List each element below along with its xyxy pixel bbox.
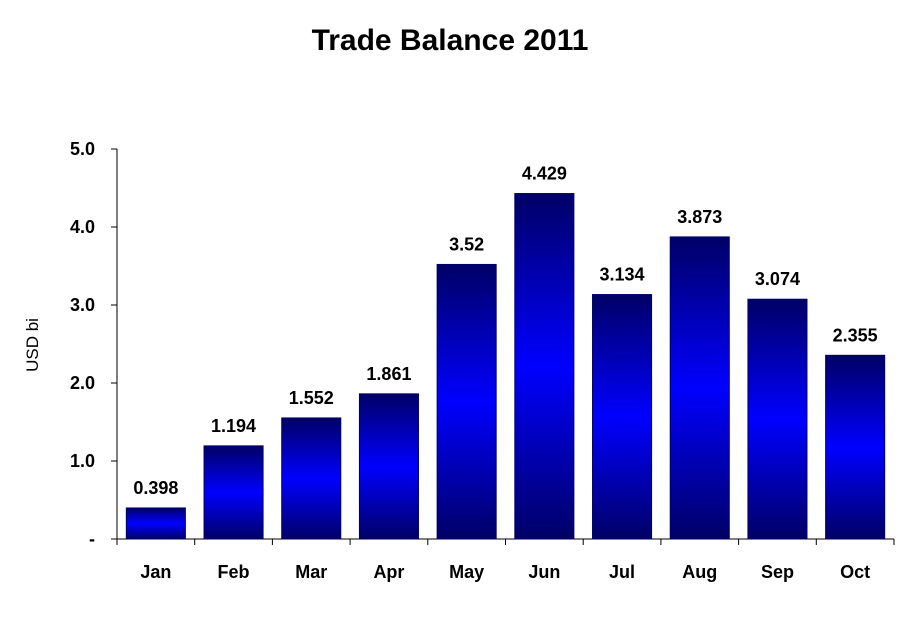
x-tick-label: Mar: [295, 562, 327, 582]
x-tick-label: Jul: [609, 562, 635, 582]
bar-apr: [358, 393, 419, 540]
data-label: 1.861: [366, 364, 411, 384]
x-tick-label: May: [449, 562, 484, 582]
x-axis: [116, 538, 895, 545]
x-tick-label: Oct: [840, 562, 870, 582]
data-label: 4.429: [522, 164, 567, 184]
data-label: 1.552: [289, 388, 334, 408]
x-tick-label: Feb: [218, 562, 250, 582]
bar-aug: [669, 236, 730, 540]
bar-mar: [281, 417, 342, 540]
bars-group: [125, 193, 886, 540]
y-tick-label: 1.0: [70, 451, 95, 471]
y-tick-label: 5.0: [70, 139, 95, 159]
x-tick-label: Jun: [528, 562, 560, 582]
bar-jul: [592, 294, 653, 540]
x-tick-label: Apr: [373, 562, 404, 582]
data-label: 3.134: [600, 265, 645, 285]
data-labels-group: Jan 0.398 Feb 1.194 Mar 1.552 Apr 1.861 May 3.52 J…: [133, 164, 877, 582]
y-tick-label: 2.0: [70, 373, 95, 393]
data-label: 0.398: [133, 478, 178, 498]
chart-title: Trade Balance 2011: [311, 24, 589, 57]
y-tick-label: 4.0: [70, 217, 95, 237]
x-tick-label: Jan: [140, 562, 171, 582]
data-label: 3.52: [449, 234, 484, 254]
bar-feb: [203, 445, 264, 540]
data-label: 3.873: [677, 207, 722, 227]
data-label: 1.194: [211, 416, 256, 436]
bar-jun: [514, 193, 575, 540]
bar-jan: [125, 507, 186, 540]
bar-sep: [747, 298, 808, 540]
data-label: 2.355: [833, 325, 878, 345]
x-tick-label: Sep: [761, 562, 794, 582]
data-label: 3.074: [755, 269, 800, 289]
y-axis-title: USD bi: [23, 318, 42, 372]
y-axis: - 1.0 2.0 3.0 4.0 5.0: [70, 139, 118, 549]
bar-may: [436, 263, 497, 540]
y-tick-label: -: [89, 529, 95, 549]
y-tick-label: 3.0: [70, 295, 95, 315]
x-tick-label: Aug: [682, 562, 717, 582]
bar-oct: [825, 354, 886, 540]
